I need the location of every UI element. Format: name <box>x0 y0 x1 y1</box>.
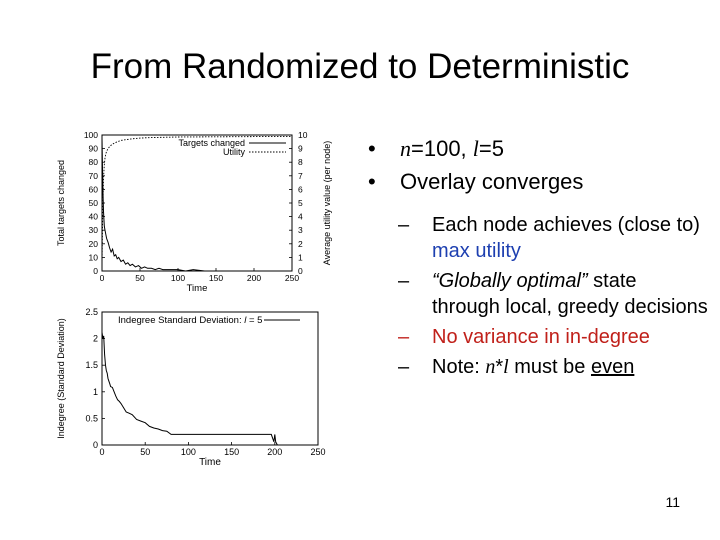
sub-bullet-note: – Note: n*l must be even <box>368 354 708 380</box>
x-tick-label: 0 <box>100 273 105 283</box>
y-tick-label: 1 <box>93 387 98 397</box>
y-tick-label: 0 <box>93 266 98 276</box>
max-utility-highlight: max utility <box>432 240 521 262</box>
y2-tick-label: 9 <box>298 144 303 154</box>
y-tick-label: 40 <box>89 212 99 222</box>
var-n: n <box>400 136 411 161</box>
x-tick-label: 250 <box>310 447 325 457</box>
y2-tick-label: 8 <box>298 157 303 167</box>
sub-bullet-list: – Each node achieves (close to) max util… <box>368 212 708 380</box>
sub-bullet-no-variance: – No variance in in-degree <box>368 324 708 350</box>
x-tick-label: 150 <box>224 447 239 457</box>
x-tick-label: 100 <box>171 273 185 283</box>
targets-changed-line <box>101 137 292 272</box>
bullet-dot: • <box>368 169 376 194</box>
y2-tick-label: 2 <box>298 239 303 249</box>
slide-title: From Randomized to Deterministic <box>90 47 630 86</box>
sub-dash: – <box>398 356 410 378</box>
x-tick-label: 50 <box>140 447 150 457</box>
x-tick-label: 250 <box>285 273 299 283</box>
y-tick-label: 70 <box>89 171 99 181</box>
x-axis-label: Time <box>199 457 221 468</box>
x-tick-label: 100 <box>181 447 196 457</box>
eq-l: =5 <box>478 136 504 161</box>
y2-tick-label: 10 <box>298 130 308 140</box>
targets-utility-chart: 0 50 100 150 200 2500102030405060708090100Tim… <box>56 130 332 294</box>
y-tick-label: 2 <box>93 334 98 344</box>
bullet-list: • n=100, l=5 • Overlay converges – Each … <box>368 134 708 380</box>
sub-dash: – <box>398 214 410 236</box>
sub-bullet-globally-optimal: – “Globally optimal” state through local… <box>368 268 708 320</box>
y-tick-label: 100 <box>84 130 98 140</box>
var-l: l <box>503 356 509 378</box>
bullet-converges-text: Overlay converges <box>400 169 584 194</box>
var-n: n <box>485 356 496 378</box>
y-axis-label: Indegree (Standard Deviation) <box>56 318 66 439</box>
y-tick-label: 30 <box>89 225 99 235</box>
y2-tick-label: 5 <box>298 198 303 208</box>
sub-dash: – <box>398 326 410 348</box>
x-tick-label: 50 <box>135 273 145 283</box>
y-tick-label: 1.5 <box>85 360 98 370</box>
eq-n: =100, <box>411 136 473 161</box>
y-tick-label: 20 <box>89 239 99 249</box>
even-underlined: even <box>590 356 635 378</box>
legend-label-indegree: Indegree Standard Deviation: l = 5 <box>118 315 262 326</box>
sub2-text: state through local, greedy decisions <box>432 270 708 318</box>
sub3-text: No variance in in-degree <box>432 326 650 348</box>
y-tick-label: 2.5 <box>85 307 98 317</box>
y-tick-label: 10 <box>89 252 99 262</box>
y-tick-label: 0 <box>93 440 98 450</box>
sub1-text: Each node achieves (close to) <box>432 214 700 236</box>
bullet-params: • n=100, l=5 <box>368 134 708 163</box>
bullet-converges: • Overlay converges <box>368 167 708 196</box>
indegree-stddev-line <box>101 332 318 446</box>
x-tick-label: 150 <box>209 273 223 283</box>
sub-dash: – <box>398 270 410 292</box>
indegree-stddev-chart: 0 50 100 150 200 250 0 0.5 1 1.5 2 2.5 Time Indegree … <box>56 307 326 468</box>
y2-tick-label: 0 <box>298 266 303 276</box>
y-tick-label: 60 <box>89 184 99 194</box>
y2-tick-label: 3 <box>298 225 303 235</box>
y-tick-label: 0.5 <box>85 413 98 423</box>
x-tick-label: 200 <box>247 273 261 283</box>
var-l: l <box>472 136 479 161</box>
bullet-dot: • <box>368 136 376 161</box>
y2-tick-label: 4 <box>298 212 303 222</box>
plot-frame <box>101 134 293 272</box>
note-label: Note: <box>432 356 486 378</box>
x-tick-label: 200 <box>267 447 282 457</box>
plot-frame <box>101 311 319 446</box>
legend-label-utility: Utility <box>223 147 245 157</box>
y-tick-label: 50 <box>89 198 99 208</box>
x-axis-label: Time <box>187 283 208 294</box>
y2-tick-label: 6 <box>298 184 303 194</box>
y2-tick-label: 1 <box>298 252 303 262</box>
slide-number: 11 <box>665 494 680 510</box>
y-tick-label: 90 <box>89 144 99 154</box>
star: * <box>495 356 504 378</box>
x-tick-label: 0 <box>99 447 104 457</box>
note-mid: must be <box>508 356 591 378</box>
y-axis-label: Total targets changed <box>56 160 66 246</box>
y2-tick-label: 7 <box>298 171 303 181</box>
globally-optimal-quote: “Globally optimal” <box>432 270 588 292</box>
y2-axis-label: Average utility value (per node) <box>322 141 332 265</box>
sub-bullet-max-utility: – Each node achieves (close to) max util… <box>368 212 708 264</box>
y-tick-label: 80 <box>89 157 99 167</box>
utility-line <box>101 136 292 265</box>
legend-label-targets: Targets changed <box>178 138 245 148</box>
